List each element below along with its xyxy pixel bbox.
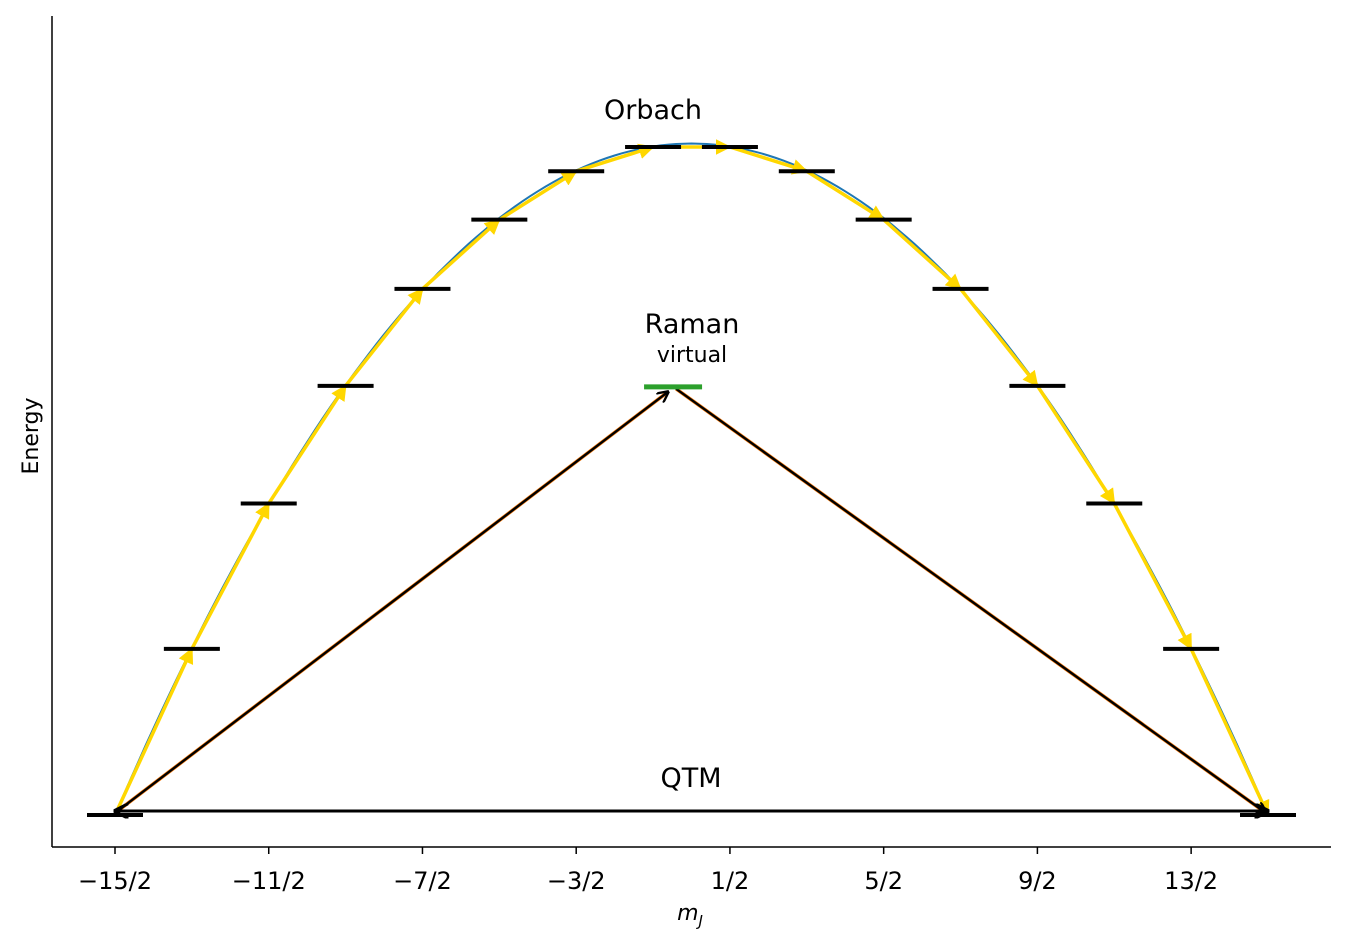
orbach-arrow: [1112, 502, 1193, 651]
x-axis-label: mJ: [677, 901, 703, 930]
annotation-virtual: virtual: [657, 343, 727, 368]
orbach-arrow: [1035, 384, 1116, 505]
orbach-arrow: [805, 169, 885, 222]
orbach-arrow: [190, 502, 271, 650]
x-axis-ticks: −15/2 −11/2 −7/2 −3/2 1/2 5/2 9/2 13/2: [78, 847, 1218, 895]
x-tick-label: 1/2: [711, 867, 750, 895]
energy-curve: [114, 142, 1269, 816]
orbach-arrow: [267, 384, 348, 505]
x-tick-label: −15/2: [78, 867, 152, 895]
orbach-arrow: [113, 647, 194, 816]
orbach-arrow: [498, 169, 578, 222]
y-axis-label: Energy: [19, 397, 44, 474]
orbach-arrow: [959, 287, 1039, 388]
curve-line: [114, 142, 1269, 816]
orbach-arrows: [113, 139, 1270, 817]
orbach-arrow: [344, 287, 424, 387]
energy-levels: [87, 145, 1296, 817]
x-axis-label-subscript: J: [696, 912, 703, 930]
raman-up-arrow: [114, 392, 668, 814]
annotation-qtm: QTM: [660, 763, 721, 794]
raman-arrows: [113, 384, 1266, 814]
orbach-arrow: [421, 218, 501, 291]
orbach-arrow: [1189, 648, 1270, 817]
x-tick-label: −3/2: [547, 867, 606, 895]
annotation-orbach: Orbach: [604, 95, 702, 126]
x-tick-label: −11/2: [232, 867, 306, 895]
x-tick-label: 13/2: [1164, 867, 1218, 895]
orbach-arrow: [729, 145, 809, 175]
x-tick-label: 9/2: [1018, 867, 1057, 895]
orbach-arrow: [882, 218, 962, 291]
x-tick-label: −7/2: [393, 867, 452, 895]
x-tick-label: 5/2: [864, 867, 903, 895]
annotation-raman: Raman: [645, 309, 740, 340]
raman-down-arrow: [675, 387, 1266, 813]
orbach-arrow: [575, 143, 655, 173]
x-axis-label-main: m: [677, 901, 698, 926]
